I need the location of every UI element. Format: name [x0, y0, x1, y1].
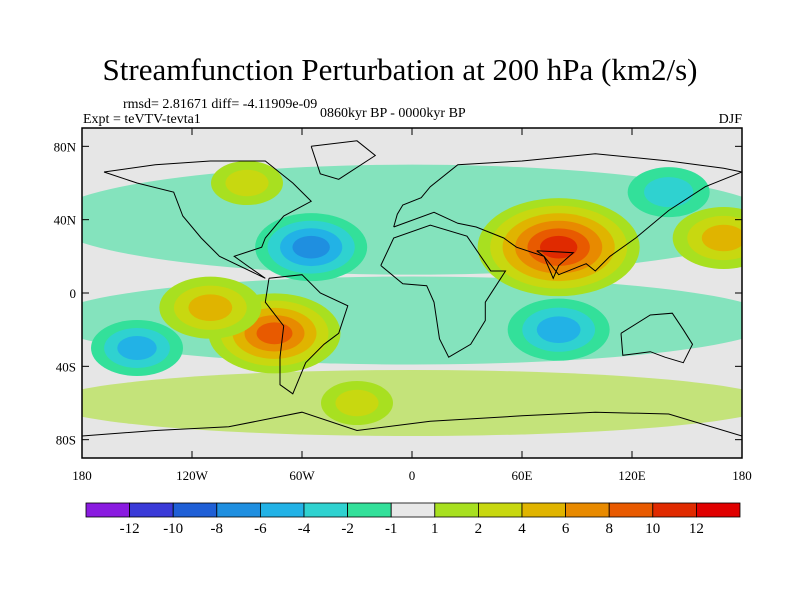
season-label: DJF — [718, 112, 742, 127]
coastline-australia — [620, 312, 694, 364]
colorbar-swatch — [608, 502, 654, 518]
asia-high-contour — [539, 235, 578, 259]
colorbar-label: 1 — [431, 521, 439, 537]
y-tick-label: 0 — [70, 286, 77, 301]
southern-ocean-high-contour — [335, 389, 379, 417]
colorbar-swatch — [434, 502, 479, 518]
colorbar-label: -6 — [254, 521, 267, 537]
contour-fields — [82, 161, 742, 436]
y-axis: 80N 40N 0 40S 80S — [54, 139, 742, 448]
experiment-label: Expt = teVTV-tevta1 — [83, 112, 201, 127]
colorbar-swatch — [172, 502, 218, 518]
x-tick-label: 180 — [72, 468, 92, 483]
coastlines — [82, 140, 742, 437]
south-pacific-low-contour — [117, 336, 157, 360]
colorbar-swatch — [303, 502, 348, 518]
south-america-high-contour — [256, 322, 293, 345]
colorbar-label: 10 — [645, 521, 660, 537]
colorbar-label: -10 — [163, 521, 183, 537]
x-tick-label: 120E — [618, 468, 646, 483]
coastline-eurasia — [393, 153, 742, 276]
colorbar-swatch — [477, 502, 523, 518]
colorbar-label: 6 — [562, 521, 570, 537]
indian-ocean-low-contour — [536, 316, 581, 343]
colorbar-swatch — [347, 502, 392, 518]
coastline-africa — [380, 224, 507, 358]
colorbar-label: -8 — [211, 521, 224, 537]
colorbar-swatch — [259, 502, 305, 518]
coastline-antarctica — [82, 411, 742, 437]
rmsd-label: rmsd= 2.81671 diff= -4.11909e-09 — [123, 97, 318, 112]
x-tick-label: 60E — [512, 468, 533, 483]
colorbar: -12 -10 -8 -6 -4 -2 -1 1 2 4 6 8 10 12 — [85, 502, 741, 537]
x-axis: 180 120W 60W 0 60E 120E 180 — [72, 128, 752, 483]
colorbar-swatch — [652, 502, 697, 518]
colorbar-swatch — [696, 502, 741, 518]
north-pacific-low-contour — [644, 177, 694, 208]
y-tick-label: 40N — [54, 213, 77, 228]
east-pacific-high-contour — [188, 294, 233, 321]
coastline-india — [536, 250, 575, 280]
colorbar-label: -1 — [385, 521, 398, 537]
colorbar-label: 12 — [689, 521, 704, 537]
west-pacific-high-contour — [701, 224, 742, 252]
x-tick-label: 120W — [176, 468, 209, 483]
x-tick-label: 180 — [732, 468, 752, 483]
colorbar-label: 8 — [605, 521, 613, 537]
colorbar-swatch — [129, 502, 174, 518]
y-tick-label: 80S — [56, 433, 76, 448]
chart-title: Streamfunction Perturbation at 200 hPa (… — [102, 52, 698, 87]
colorbar-label: -2 — [341, 521, 354, 537]
x-tick-label: 60W — [289, 468, 315, 483]
colorbar-label: 2 — [475, 521, 483, 537]
x-tick-label: 0 — [409, 468, 416, 483]
coastline-south-america — [264, 274, 349, 395]
y-tick-label: 80N — [54, 139, 77, 154]
colorbar-swatch — [85, 502, 130, 518]
colorbar-label: 4 — [518, 521, 526, 537]
coastline-greenland — [310, 140, 377, 180]
north-atlantic-low-contour — [292, 235, 330, 259]
y-tick-label: 40S — [56, 359, 76, 374]
coastline-north-america — [103, 160, 313, 279]
band-southern-ocean — [82, 370, 742, 436]
colorbar-swatch — [390, 502, 436, 518]
north-america-high-contour — [225, 169, 269, 197]
colorbar-label: -12 — [120, 521, 140, 537]
colorbar-swatch — [565, 502, 610, 518]
colorbar-swatch — [521, 502, 566, 518]
colorbar-label: -4 — [298, 521, 311, 537]
period-label: 0860kyr BP - 0000kyr BP — [320, 106, 466, 121]
colorbar-swatch — [216, 502, 261, 518]
